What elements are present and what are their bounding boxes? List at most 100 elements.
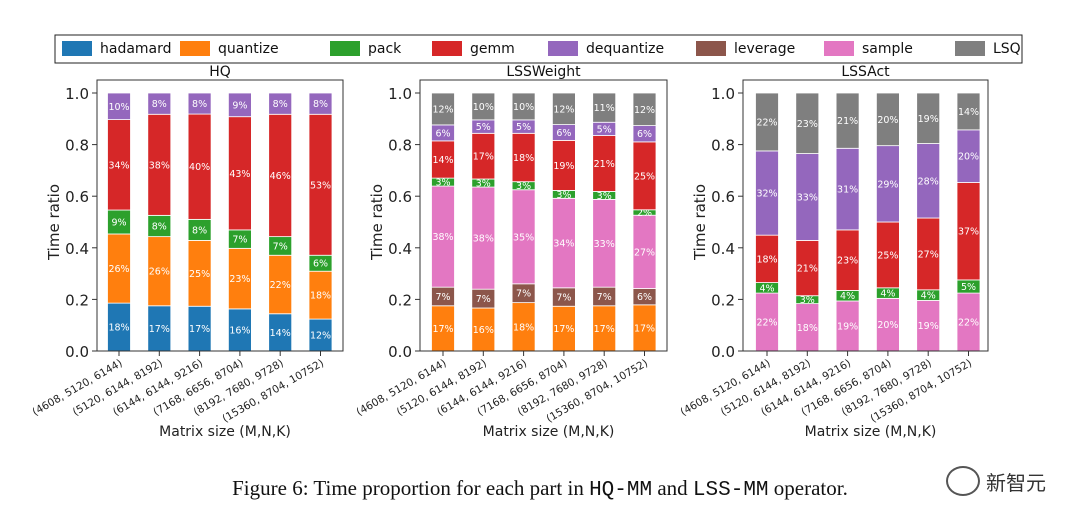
bar-data-label: 7%	[476, 294, 491, 305]
legend-swatch-quantize	[180, 41, 210, 56]
wechat-logo-icon	[946, 466, 980, 496]
bar-segment-LSQ	[876, 92, 900, 147]
y-tick-label: 0.8	[388, 137, 412, 155]
bar-data-label: 20%	[877, 115, 898, 126]
bar-data-label: 17%	[634, 323, 655, 334]
bar-segment-LSQ	[835, 92, 860, 149]
bar-segment-LSQ	[795, 92, 820, 154]
bar-data-label: 5%	[476, 122, 491, 133]
bar-data-label: 5%	[961, 282, 976, 293]
bar-data-label: 17%	[432, 324, 453, 335]
bar-data-label: 4%	[880, 289, 895, 300]
bar-data-label: 18%	[513, 153, 534, 164]
y-tick-label: 0.8	[65, 137, 89, 155]
bar-data-label: 17%	[149, 324, 170, 335]
bar-data-label: 19%	[918, 321, 939, 332]
bar-data-label: 8%	[192, 225, 207, 236]
bar-data-label: 34%	[553, 239, 574, 250]
y-tick-label: 0.4	[65, 240, 89, 258]
x-axis-label: Matrix size (M,N,K)	[805, 424, 937, 440]
bar-data-label: 9%	[232, 100, 247, 111]
bar-segment-dequantize	[107, 92, 131, 120]
bar-data-label: 4%	[921, 291, 936, 302]
bar-data-label: 21%	[837, 116, 858, 127]
y-tick-label: 0.6	[388, 188, 412, 206]
bar-data-label: 18%	[513, 322, 534, 333]
bar-segment-dequantize	[147, 92, 172, 115]
legend-label-pack: pack	[368, 41, 402, 57]
y-tick-label: 0.2	[65, 291, 89, 309]
bar-data-label: 7%	[273, 241, 288, 252]
bar-data-label: 17%	[594, 324, 615, 335]
bar-segment-dequantize	[268, 92, 293, 115]
bar-data-label: 18%	[756, 254, 777, 265]
bar-data-label: 18%	[108, 323, 129, 334]
bar-data-label: 8%	[192, 99, 207, 110]
bar-data-label: 17%	[553, 324, 574, 335]
bar-data-label: 6%	[313, 259, 328, 270]
bar-data-label: 3%	[597, 191, 612, 202]
bar-data-label: 40%	[189, 162, 210, 173]
axes-frame	[742, 79, 989, 352]
bar-data-label: 3%	[435, 178, 450, 189]
caption-post: operator.	[768, 476, 848, 500]
bar-segment-LSQ	[552, 92, 576, 125]
bar-data-label: 20%	[958, 152, 979, 163]
bar-data-label: 14%	[432, 155, 453, 166]
bar-data-label: 21%	[594, 159, 615, 170]
legend-label-leverage: leverage	[734, 41, 795, 57]
y-axis-label: Time ratio	[691, 184, 709, 261]
bar-data-label: 25%	[634, 171, 655, 182]
bar-data-label: 19%	[553, 161, 574, 172]
bar-data-label: 14%	[958, 107, 979, 118]
bar-data-label: 31%	[837, 185, 858, 196]
bar-data-label: 23%	[837, 256, 858, 267]
bar-data-label: 5%	[597, 124, 612, 135]
bar-data-label: 22%	[756, 117, 777, 128]
bar-data-label: 3%	[556, 190, 571, 201]
bar-data-label: 38%	[473, 234, 494, 245]
axes-frame	[419, 79, 668, 352]
bar-data-label: 25%	[189, 269, 210, 280]
bar-data-label: 7%	[597, 292, 612, 303]
y-tick-label: 0.6	[65, 188, 89, 206]
x-axis-label: Matrix size (M,N,K)	[159, 424, 291, 440]
legend-box	[54, 34, 1023, 64]
bar-data-label: 37%	[958, 227, 979, 238]
y-tick-label: 0.0	[711, 343, 735, 361]
bar-data-label: 18%	[797, 323, 818, 334]
bar-data-label: 6%	[637, 292, 652, 303]
bar-data-label: 6%	[435, 128, 450, 139]
bar-data-label: 46%	[270, 171, 291, 182]
y-tick-label: 0.0	[388, 343, 412, 361]
bar-data-label: 9%	[111, 218, 126, 229]
legend-swatch-LSQ	[955, 41, 985, 56]
bar-data-label: 12%	[634, 105, 655, 116]
bar-data-label: 12%	[553, 104, 574, 115]
bar-data-label: 7%	[435, 292, 450, 303]
bar-data-label: 4%	[759, 283, 774, 294]
caption-lss-mm: LSS-MM	[692, 479, 769, 502]
bar-data-label: 23%	[797, 119, 818, 130]
watermark: 新智元	[946, 466, 1046, 496]
bar-data-label: 11%	[594, 103, 615, 114]
y-tick-label: 0.4	[388, 240, 412, 258]
axes-frame	[96, 79, 344, 352]
legend-label-dequantize: dequantize	[586, 41, 664, 57]
y-tick-label: 0.8	[711, 137, 735, 155]
bar-data-label: 3%	[800, 295, 815, 306]
bar-segment-LSQ	[592, 92, 617, 123]
legend-swatch-dequantize	[548, 41, 578, 56]
bar-segment-LSQ	[956, 92, 981, 131]
bar-data-label: 19%	[837, 321, 858, 332]
caption-mid: and	[652, 476, 693, 500]
bar-data-label: 22%	[958, 318, 979, 329]
bar-data-label: 27%	[634, 247, 655, 258]
bar-data-label: 28%	[918, 176, 939, 187]
bar-data-label: 8%	[273, 99, 288, 110]
bar-data-label: 16%	[473, 325, 494, 336]
legend-label-hadamard: hadamard	[100, 41, 172, 57]
figure-caption: Figure 6: Time proportion for each part …	[0, 476, 1080, 502]
bar-data-label: 34%	[108, 160, 129, 171]
